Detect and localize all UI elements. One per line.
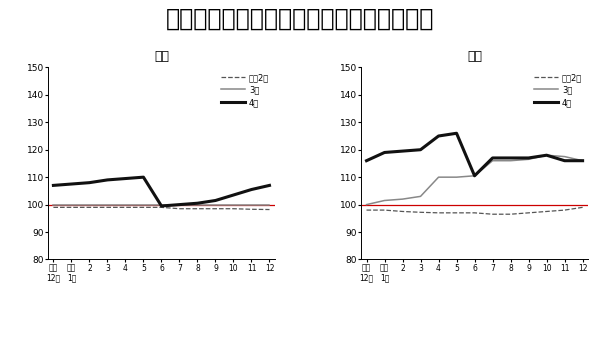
Title: 飼料: 飼料 [467, 51, 482, 63]
Legend: 令和2年, 3年, 4年: 令和2年, 3年, 4年 [533, 71, 584, 109]
Text: 農業生産資材の類別・月別価格指数の推移: 農業生産資材の類別・月別価格指数の推移 [166, 7, 434, 31]
Legend: 令和2年, 3年, 4年: 令和2年, 3年, 4年 [220, 71, 271, 109]
Title: 肥料: 肥料 [154, 51, 169, 63]
